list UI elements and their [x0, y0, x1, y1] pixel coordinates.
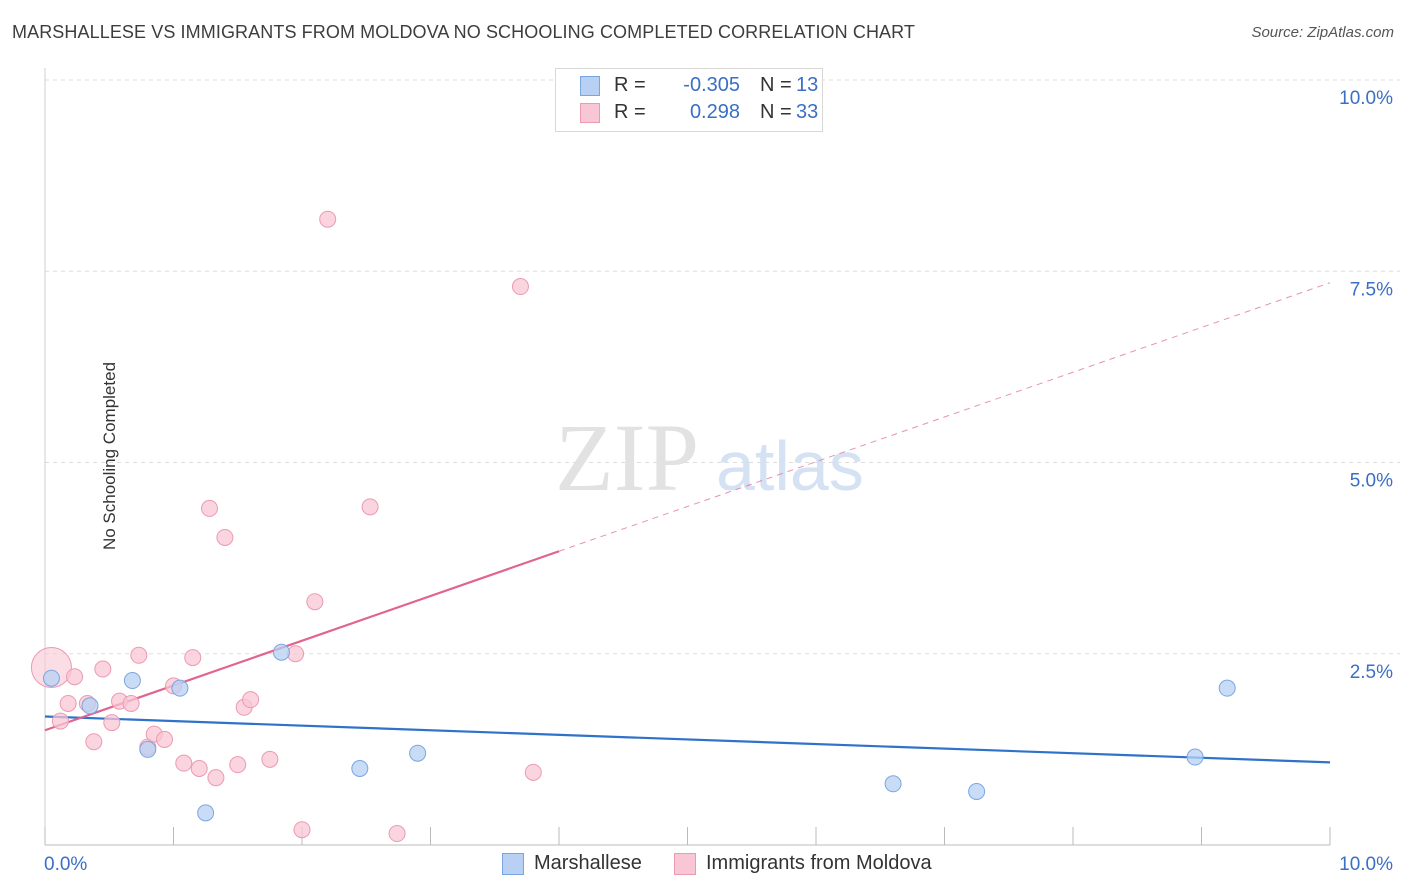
legend-n-value: 33	[796, 101, 819, 123]
x-tick-label: 10.0%	[1339, 854, 1393, 875]
y-tick-label: 2.5%	[1350, 662, 1393, 683]
point-moldova	[361, 498, 379, 516]
watermark: ZIP atlas	[555, 404, 864, 511]
point-moldova	[156, 730, 174, 748]
point-moldova	[388, 825, 406, 843]
tick-labels: 2.5% 5.0% 7.5% 10.0% 0.0% 10.0%	[44, 88, 1393, 875]
legend-r-label: R =	[614, 74, 646, 96]
point-moldova	[287, 645, 305, 663]
point-moldova	[207, 769, 225, 787]
legend-swatch-marshallese	[580, 76, 600, 96]
point-marshallese	[123, 672, 141, 690]
series-label-marshallese: Marshallese	[534, 852, 642, 874]
legend-r-label: R =	[614, 101, 646, 123]
point-marshallese	[1218, 679, 1236, 697]
x-tick-label: 0.0%	[44, 854, 87, 875]
y-tick-label: 10.0%	[1339, 88, 1393, 109]
watermark-zip: ZIP	[555, 404, 699, 511]
point-marshallese	[81, 697, 99, 715]
legend-r-value: 0.298	[689, 101, 740, 123]
point-marshallese	[171, 679, 189, 697]
point-moldova	[524, 763, 542, 781]
point-moldova	[261, 750, 279, 768]
series-swatch-marshallese	[502, 853, 524, 875]
trend-line-marshallese	[44, 715, 1331, 764]
point-marshallese	[1186, 748, 1204, 766]
point-marshallese	[884, 775, 902, 793]
legend-swatch-moldova	[580, 103, 600, 123]
point-moldova	[229, 756, 247, 774]
legend-n-label: N =	[760, 101, 792, 123]
y-tick-label: 7.5%	[1350, 279, 1393, 300]
point-moldova	[94, 660, 112, 678]
point-moldova	[66, 668, 84, 686]
source-label: Source: ZipAtlas.com	[1251, 24, 1394, 41]
series-label-moldova: Immigrants from Moldova	[706, 852, 932, 874]
point-marshallese	[272, 643, 290, 661]
point-moldova	[511, 278, 529, 296]
y-tick-label: 5.0%	[1350, 471, 1393, 492]
point-marshallese	[42, 669, 60, 687]
point-moldova	[200, 499, 218, 517]
point-moldova	[122, 694, 140, 712]
point-moldova	[293, 821, 311, 839]
point-moldova	[130, 646, 148, 664]
series-swatch-moldova	[674, 853, 696, 875]
series-legend: Marshallese Immigrants from Moldova	[0, 852, 1406, 878]
point-moldova	[242, 691, 260, 709]
point-moldova	[190, 760, 208, 777]
legend-n-value: 13	[796, 74, 819, 96]
point-moldova	[184, 649, 202, 667]
grid-lines	[45, 79, 1400, 655]
point-marshallese	[968, 782, 986, 800]
watermark-atlas: atlas	[716, 427, 864, 505]
point-marshallese	[409, 744, 427, 762]
point-moldova	[306, 593, 324, 611]
trend-line-dashed-moldova	[558, 282, 1331, 552]
point-moldova	[216, 528, 234, 546]
point-moldova	[319, 210, 337, 228]
point-moldova	[51, 712, 69, 730]
point-moldova	[103, 714, 121, 732]
legend-r-value: -0.305	[683, 74, 740, 96]
stats-legend: R = -0.305 N = 13 R = 0.298 N = 33	[555, 68, 823, 132]
legend-n-label: N =	[760, 74, 792, 96]
point-marshallese	[351, 760, 369, 777]
point-marshallese	[197, 804, 215, 822]
axes	[44, 68, 1331, 846]
y-axis-label: No Schooling Completed	[100, 361, 120, 551]
point-moldova	[30, 647, 72, 689]
chart-title: MARSHALLESE VS IMMIGRANTS FROM MOLDOVA N…	[12, 22, 916, 42]
point-moldova	[175, 754, 193, 772]
data-points	[30, 210, 1236, 843]
point-moldova	[85, 733, 103, 751]
point-moldova	[59, 694, 77, 712]
point-marshallese	[139, 740, 157, 758]
trend-lines	[44, 282, 1331, 764]
